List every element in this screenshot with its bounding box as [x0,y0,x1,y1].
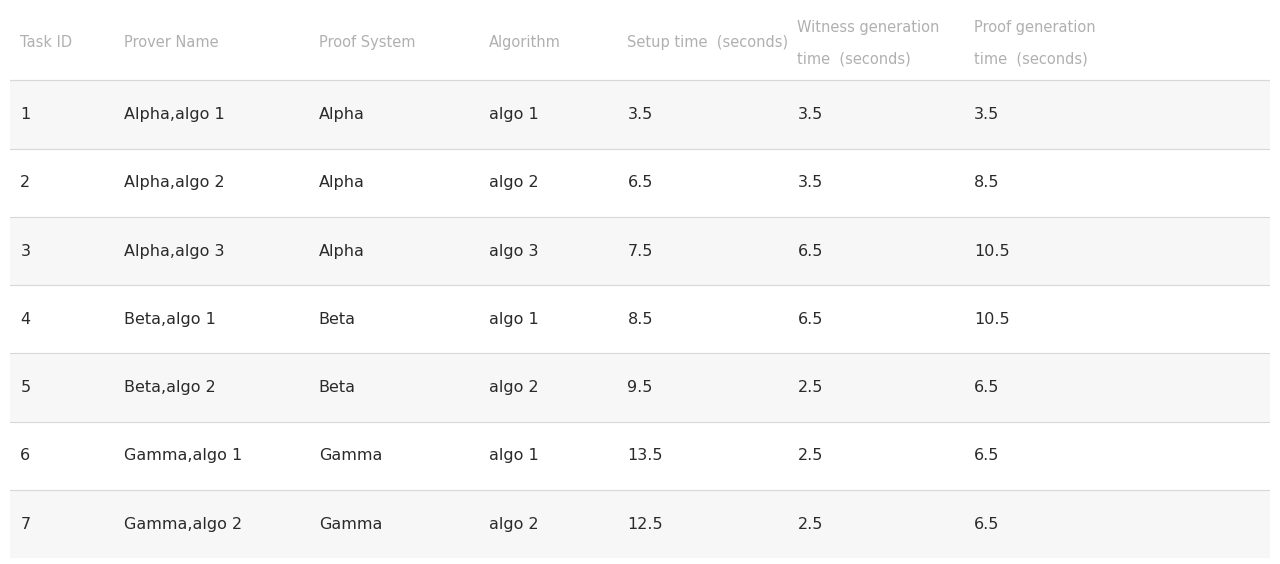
Text: Prover Name: Prover Name [124,36,218,50]
Bar [10,285,1270,354]
Text: 4: 4 [20,312,31,327]
Text: Alpha,algo 1: Alpha,algo 1 [124,107,224,122]
Bar [10,490,1270,558]
Text: 8.5: 8.5 [627,312,653,327]
Text: 8.5: 8.5 [974,175,1000,190]
Text: Gamma: Gamma [319,448,383,464]
Text: 6.5: 6.5 [974,448,1000,464]
Text: Algorithm: Algorithm [489,36,561,50]
Text: Alpha: Alpha [319,107,365,122]
Text: 6.5: 6.5 [974,517,1000,532]
Text: 9.5: 9.5 [627,380,653,395]
Text: algo 2: algo 2 [489,380,539,395]
Text: Beta: Beta [319,312,356,327]
Text: time  (seconds): time (seconds) [974,51,1088,66]
Bar [10,422,1270,490]
Bar [10,80,1270,148]
Text: Alpha,algo 2: Alpha,algo 2 [124,175,224,190]
Text: 2: 2 [20,175,31,190]
Text: algo 1: algo 1 [489,448,539,464]
Text: 3.5: 3.5 [627,107,653,122]
Text: 2.5: 2.5 [797,517,823,532]
Text: algo 3: algo 3 [489,244,539,258]
Text: Witness generation: Witness generation [797,20,940,35]
Text: 13.5: 13.5 [627,448,663,464]
Text: Alpha: Alpha [319,175,365,190]
Bar [10,217,1270,285]
Text: 2.5: 2.5 [797,380,823,395]
Text: 6.5: 6.5 [627,175,653,190]
Text: 2.5: 2.5 [797,448,823,464]
Text: 10.5: 10.5 [974,312,1010,327]
Text: Proof generation: Proof generation [974,20,1096,35]
Text: 6.5: 6.5 [974,380,1000,395]
Text: 6.5: 6.5 [797,244,823,258]
Text: 1: 1 [20,107,31,122]
Text: Beta: Beta [319,380,356,395]
Bar [10,148,1270,217]
Text: algo 1: algo 1 [489,107,539,122]
Text: Gamma,algo 1: Gamma,algo 1 [124,448,242,464]
Text: 7.5: 7.5 [627,244,653,258]
Text: 3: 3 [20,244,31,258]
Text: algo 2: algo 2 [489,175,539,190]
Bar [10,354,1270,422]
Text: Beta,algo 1: Beta,algo 1 [124,312,215,327]
Text: Alpha,algo 3: Alpha,algo 3 [124,244,224,258]
Text: 7: 7 [20,517,31,532]
Text: 3.5: 3.5 [797,175,823,190]
Text: Task ID: Task ID [20,36,73,50]
Bar [10,6,1270,80]
Text: Alpha: Alpha [319,244,365,258]
Text: 6.5: 6.5 [797,312,823,327]
Text: Gamma: Gamma [319,517,383,532]
Text: Setup time  (seconds): Setup time (seconds) [627,36,788,50]
Text: Proof System: Proof System [319,36,415,50]
Text: time  (seconds): time (seconds) [797,51,911,66]
Text: 5: 5 [20,380,31,395]
Text: 12.5: 12.5 [627,517,663,532]
Text: 3.5: 3.5 [974,107,998,122]
Text: algo 2: algo 2 [489,517,539,532]
Text: Beta,algo 2: Beta,algo 2 [124,380,215,395]
Text: 6: 6 [20,448,31,464]
Text: 3.5: 3.5 [797,107,823,122]
Text: algo 1: algo 1 [489,312,539,327]
Text: 10.5: 10.5 [974,244,1010,258]
Text: Gamma,algo 2: Gamma,algo 2 [124,517,242,532]
